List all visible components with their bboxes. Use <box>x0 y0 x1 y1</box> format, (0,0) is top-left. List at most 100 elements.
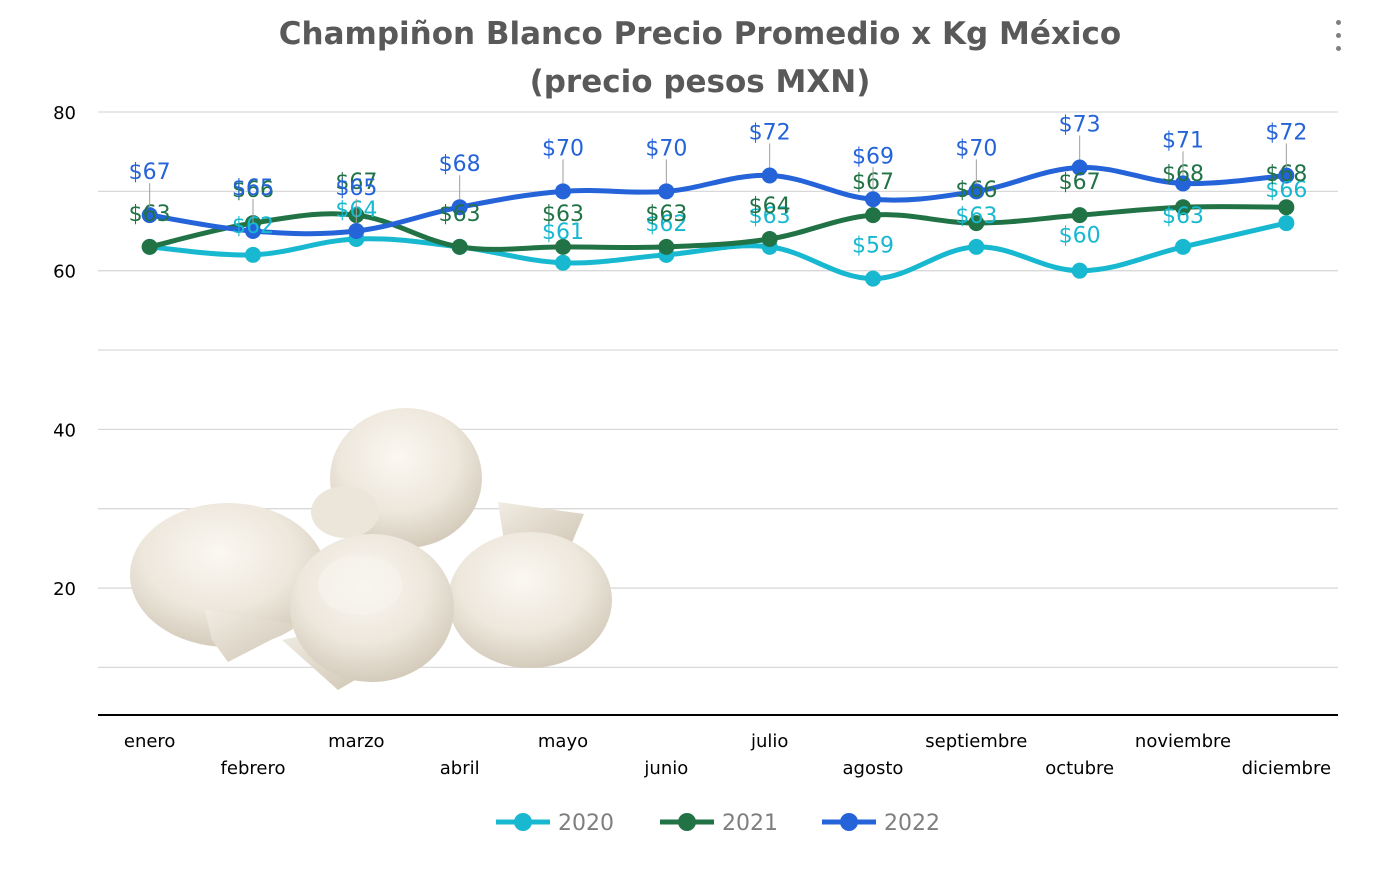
data-label-2022: $72 <box>1265 120 1307 145</box>
x-tick-label: julio <box>750 731 788 752</box>
data-point-2021 <box>1175 199 1191 216</box>
data-label-2020: $62 <box>645 212 687 237</box>
data-point-2022 <box>245 223 261 240</box>
x-tick-label: enero <box>124 731 176 752</box>
menu-dot-icon <box>1336 46 1341 51</box>
data-point-2020 <box>245 246 261 263</box>
data-label-2022: $71 <box>1162 128 1204 153</box>
data-label-2022: $67 <box>129 160 171 185</box>
data-labels: $62$64$61 $62 $63$59$63$60$63$66$63$66 $67$… <box>129 113 1308 259</box>
data-point-2022 <box>658 183 675 200</box>
data-label-2022: $68 <box>439 152 481 177</box>
legend-item-2022: 2022 <box>822 811 940 836</box>
chart-menu-button[interactable] <box>1326 18 1350 54</box>
data-label-2020: $59 <box>852 234 894 259</box>
data-label-2020: $63 <box>955 204 997 229</box>
x-tick-label: junio <box>643 758 688 779</box>
data-point-2022 <box>451 199 468 216</box>
data-label-2021: $63 <box>542 202 584 227</box>
data-label-2020: $61 <box>542 220 584 245</box>
series-2022 <box>141 159 1295 240</box>
series <box>141 159 1295 287</box>
data-point-2021 <box>865 207 881 224</box>
data-point-2021 <box>968 215 985 232</box>
data-label-2022: $72 <box>749 120 791 145</box>
menu-dot-icon <box>1336 20 1341 25</box>
data-label-2022: $70 <box>542 136 584 161</box>
y-tick-label: 40 <box>53 420 76 441</box>
data-label-2022: $65 <box>232 176 274 201</box>
x-tick-label: abril <box>440 758 480 779</box>
data-label-2021: $63 <box>439 202 481 227</box>
data-point-2020 <box>1071 262 1088 279</box>
data-point-2022 <box>141 207 158 224</box>
data-label-2020: $60 <box>1059 224 1101 249</box>
data-point-2020 <box>1175 238 1191 255</box>
x-axis: enero febrero marzo abril mayo junio julio agos… <box>98 714 1338 779</box>
data-label-2022: $70 <box>645 136 687 161</box>
x-tick-label: diciembre <box>1242 758 1331 779</box>
series-line-2020 <box>147 220 1289 282</box>
data-point-2022 <box>968 183 985 200</box>
data-point-2021 <box>1071 207 1088 224</box>
data-label-2022: $65 <box>335 176 377 201</box>
data-point-2021 <box>1278 199 1295 216</box>
data-point-2020 <box>968 238 985 255</box>
data-point-2022 <box>1278 167 1295 184</box>
data-label-2020: $63 <box>749 204 791 229</box>
x-tick-label: noviembre <box>1135 731 1231 752</box>
legend-label: 2021 <box>722 811 778 836</box>
data-label-2022: $69 <box>852 144 894 169</box>
data-point-2020 <box>555 254 571 271</box>
data-point-2022 <box>865 191 881 208</box>
chart-title-line-2: (precio pesos MXN) <box>529 64 871 100</box>
series-line-2021 <box>147 204 1289 252</box>
menu-dot-icon <box>1336 33 1341 38</box>
data-point-2022 <box>1071 159 1088 176</box>
data-point-2022 <box>555 183 571 200</box>
chart-title-line-1: Champiñon Blanco Precio Promedio x Kg Mé… <box>278 16 1122 52</box>
data-point-2022 <box>348 223 365 240</box>
data-point-2020 <box>865 270 881 287</box>
data-point-2021 <box>658 238 675 255</box>
data-point-2021 <box>555 238 571 255</box>
mushrooms-image <box>130 408 612 690</box>
x-tick-label: agosto <box>843 758 904 779</box>
x-tick-label: mayo <box>538 731 588 752</box>
data-point-2022 <box>761 167 778 184</box>
y-tick-label: 80 <box>53 103 76 124</box>
x-tick-label: octubre <box>1045 758 1114 779</box>
data-label-2021: $64 <box>749 194 791 219</box>
series-line-2022 <box>147 165 1289 237</box>
data-point-2020 <box>1278 215 1295 232</box>
legend-swatch-marker <box>840 813 858 831</box>
x-tick-label: marzo <box>328 731 384 752</box>
data-label-2022: $73 <box>1059 113 1101 138</box>
data-label-2021: $63 <box>645 202 687 227</box>
y-tick-label: 20 <box>53 579 76 600</box>
data-point-2021 <box>141 238 158 255</box>
data-label-2020: $63 <box>1162 204 1204 229</box>
legend-label: 2022 <box>884 811 940 836</box>
data-label-2021: $66 <box>232 178 274 203</box>
legend-item-2021: 2021 <box>660 811 778 836</box>
legend-item-2020: 2020 <box>496 811 614 836</box>
legend: 2020 2021 2022 <box>496 811 940 836</box>
data-label-2022: $70 <box>955 136 997 161</box>
legend-swatch-marker <box>514 813 532 831</box>
x-tick-label: febrero <box>221 758 286 779</box>
data-label-2020: $66 <box>1265 178 1307 203</box>
data-point-2021 <box>761 230 778 247</box>
legend-label: 2020 <box>558 811 614 836</box>
y-tick-label: 60 <box>53 262 76 283</box>
data-point-2021 <box>451 238 468 255</box>
data-label-2021: $67 <box>335 170 377 195</box>
gridlines: 20 40 60 80 <box>53 103 1338 669</box>
series-2020 <box>141 215 1295 287</box>
x-tick-label: septiembre <box>925 731 1027 752</box>
data-point-2022 <box>1175 175 1191 192</box>
data-label-2021: $67 <box>1059 170 1101 195</box>
legend-swatch-marker <box>678 813 696 831</box>
